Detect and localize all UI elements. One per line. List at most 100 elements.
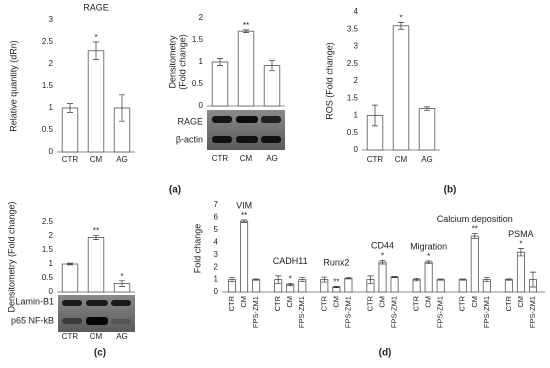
significance-label: * <box>519 240 522 249</box>
x-tick-label: CTR <box>62 155 79 164</box>
x-tick-label: CM <box>90 332 103 341</box>
error-bar <box>437 278 444 281</box>
x-tick-label: CTR <box>367 155 384 164</box>
error-bar <box>321 276 328 283</box>
y-tick-label: 7 <box>214 200 219 209</box>
bar <box>470 235 479 293</box>
x-tick-label: AG <box>116 155 128 164</box>
y-tick-label: 0 <box>214 287 219 296</box>
error-bar <box>372 104 378 127</box>
y-tick-label: 4 <box>214 237 219 246</box>
x-tick-label: CM <box>239 296 248 308</box>
x-tick-label: CM <box>331 296 340 308</box>
group-label: PSMA <box>508 229 534 239</box>
group-label: Runx2 <box>323 257 349 267</box>
error-bar <box>459 278 466 281</box>
x-tick-label: CM <box>377 296 386 308</box>
error-bar <box>398 22 404 30</box>
y-tick-label: 3.5 <box>347 24 359 33</box>
y-tick-label: 3 <box>214 250 219 259</box>
y-axis-label: ROS (Fold change) <box>324 42 334 120</box>
significance-label: * <box>427 252 430 261</box>
error-bar <box>391 276 398 279</box>
y-tick-label: 1 <box>49 259 54 268</box>
bar <box>418 108 436 151</box>
y-tick-label: 0 <box>199 101 204 110</box>
panel-label: (c) <box>94 348 106 359</box>
y-tick-label: 1.5 <box>347 93 359 102</box>
significance-label: ** <box>472 225 478 234</box>
error-bar <box>93 235 99 240</box>
y-tick-label: 0.5 <box>192 79 204 88</box>
x-tick-label: FPS-ZM1 <box>390 296 399 328</box>
y-tick-label: 2 <box>354 76 359 85</box>
error-bar <box>241 219 248 223</box>
y-tick-label: 2 <box>214 262 219 271</box>
error-bar <box>529 271 536 288</box>
error-bar <box>243 29 249 33</box>
x-tick-label: CM <box>424 296 433 308</box>
y-tick-label: 0 <box>354 145 359 154</box>
y-axis-label: Densitometry (Fold change) <box>6 201 16 312</box>
y-tick-label: 2.5 <box>347 59 359 68</box>
x-tick-label: CM <box>470 296 479 308</box>
bar <box>392 25 410 151</box>
significance-label: * <box>120 272 123 281</box>
bar <box>211 61 229 107</box>
x-tick-label: CTR <box>365 295 374 311</box>
chart-title: RAGE <box>83 2 109 12</box>
band <box>261 116 281 123</box>
y-tick-label: 3 <box>49 15 54 24</box>
y-axis-label: Fold change <box>192 224 202 274</box>
panel-label: (d) <box>379 348 392 359</box>
significance-label: * <box>399 13 402 22</box>
x-tick-label: CTR <box>227 295 236 311</box>
x-tick-label: CM <box>395 155 408 164</box>
x-tick-label: FPS-ZM1 <box>528 296 537 328</box>
y-tick-label: 4 <box>354 7 359 16</box>
bar <box>504 279 513 293</box>
band <box>111 300 131 306</box>
y-tick-label: 2.5 <box>42 217 54 226</box>
y-tick-label: 0.5 <box>42 273 54 282</box>
y-tick-label: 0.5 <box>42 125 54 134</box>
y-axis-label: Relative quantity (dRn) <box>8 40 18 132</box>
band <box>212 136 232 143</box>
band <box>62 300 82 306</box>
bar <box>263 65 281 107</box>
error-bar <box>424 106 430 111</box>
bar <box>458 279 467 293</box>
group-label: VIM <box>236 200 252 210</box>
error-bar <box>333 286 340 288</box>
error-bar <box>425 260 432 264</box>
bar <box>390 276 399 293</box>
blot-label: RAGE <box>177 116 203 126</box>
x-tick-label: CTR <box>504 295 513 311</box>
y-tick-label: 2 <box>49 59 54 68</box>
x-tick-label: AG <box>421 155 433 164</box>
x-tick-label: CTR <box>319 295 328 311</box>
blot-label: p65 NF-kB <box>11 315 54 325</box>
x-tick-label: CTR <box>412 295 421 311</box>
x-tick-label: CM <box>240 154 253 163</box>
bar <box>252 279 261 293</box>
y-axis-label: (Fold change) <box>177 34 187 90</box>
error-bar <box>345 277 352 280</box>
significance-label: ** <box>243 21 249 30</box>
x-tick-label: CTR <box>62 332 79 341</box>
band <box>86 300 108 306</box>
y-tick-label: 0 <box>49 287 54 296</box>
error-bar <box>119 280 125 287</box>
error-bar <box>253 278 260 281</box>
bar <box>61 107 79 153</box>
y-tick-label: 2 <box>49 231 54 240</box>
error-bar <box>269 59 275 72</box>
band <box>86 317 108 325</box>
error-bar <box>517 248 524 257</box>
bar <box>436 279 445 293</box>
bar <box>240 220 249 293</box>
blot-label: Lamin-B1 <box>15 296 54 306</box>
error-bar <box>413 277 420 282</box>
